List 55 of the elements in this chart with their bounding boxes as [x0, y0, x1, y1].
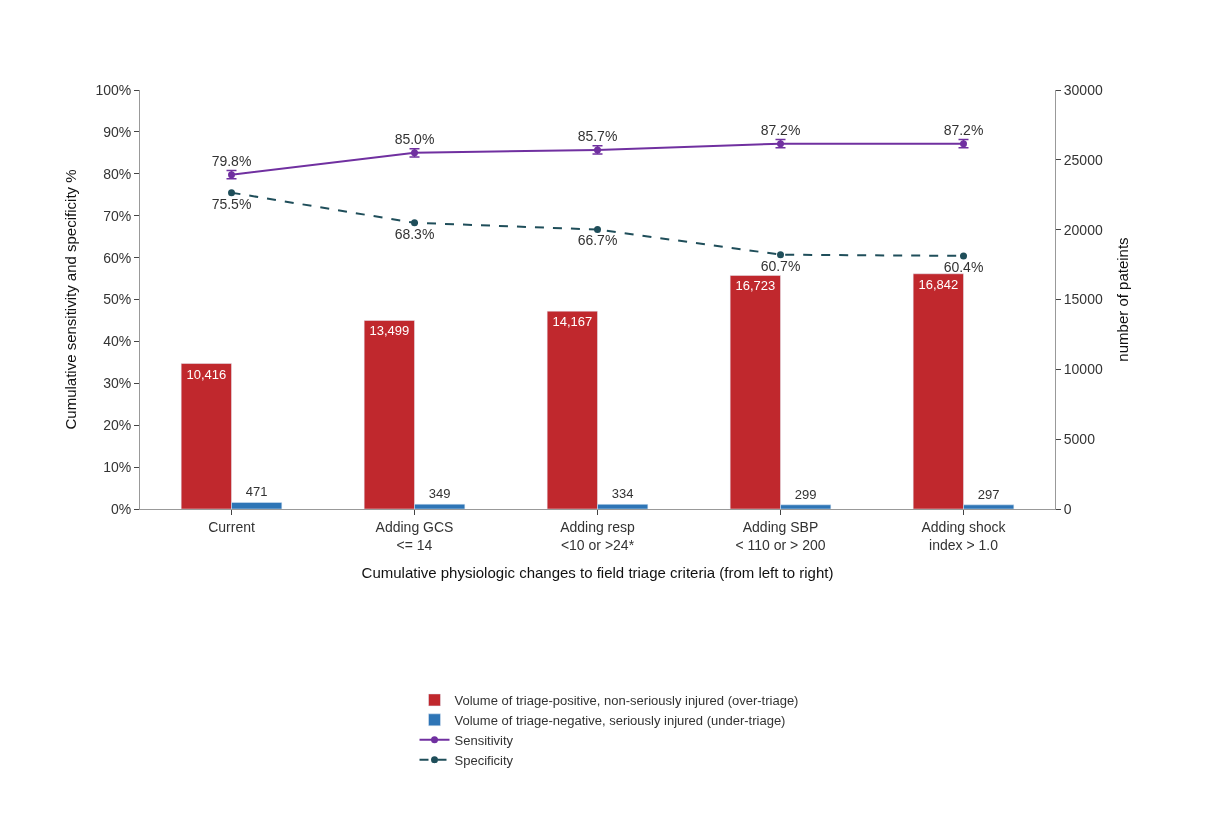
data-label: 14,167 — [552, 314, 593, 330]
y-tick-label: 10% — [103, 459, 132, 475]
point — [228, 189, 235, 197]
legend-label: Volume of triage-positive, non-seriously injured (over-triage) — [454, 693, 799, 708]
y-tick-label: 0% — [110, 500, 132, 517]
point — [411, 219, 418, 227]
y-tick-label: 80% — [103, 165, 132, 182]
y2-tick-label: 30000 — [1063, 81, 1103, 98]
data-label: 60.7% — [760, 257, 801, 274]
data-label: 68.3% — [394, 225, 435, 242]
data-label: 79.8% — [211, 152, 252, 169]
y-tick-label: 70% — [103, 207, 132, 224]
data-label: 471 — [245, 484, 268, 500]
y-tick-label: 50% — [103, 291, 132, 308]
data-label: 87.2% — [943, 121, 984, 138]
y2-tick-label: 5000 — [1063, 431, 1096, 448]
x-tick-label: Adding shock index > 1.0 — [921, 518, 1007, 553]
data-label: 16,842 — [918, 276, 959, 292]
legend-label: Volume of triage-negative, seriously injured (under-triage) — [454, 712, 786, 728]
data-label: 85.7% — [577, 128, 618, 145]
data-label: 87.2% — [760, 121, 801, 138]
y-tick-label: 40% — [103, 333, 132, 350]
legend-label: Sensitivity — [454, 732, 514, 748]
data-label: 16,723 — [735, 278, 776, 294]
y-tick-label: 100% — [95, 81, 132, 98]
data-label: 60.4% — [943, 258, 984, 275]
data-label: 334 — [611, 486, 634, 502]
x-tick-label: Adding GCS <= 14 — [375, 518, 454, 553]
y-tick-label: 90% — [103, 123, 132, 140]
y2-tick-label: 25000 — [1063, 151, 1103, 168]
data-label: 13,499 — [369, 323, 410, 339]
x-tick-label: Adding SBP < 110 or > 200 — [735, 518, 826, 553]
data-label: 66.7% — [577, 232, 618, 249]
y-tick-label: 60% — [103, 249, 132, 266]
x-tick-label: Current — [208, 518, 255, 535]
data-label: 10,416 — [186, 366, 227, 382]
legend-label: Specificity — [454, 752, 514, 768]
point — [777, 251, 784, 259]
y2-tick-label: 0 — [1063, 500, 1072, 517]
data-label: 75.5% — [211, 195, 252, 212]
x-tick-label: Adding resp <10 or >24* — [560, 518, 636, 553]
y-tick-label: 30% — [103, 375, 132, 392]
y-tick-label: 20% — [103, 417, 132, 434]
point — [594, 226, 601, 234]
y2-tick-label: 15000 — [1063, 291, 1103, 308]
point — [960, 252, 967, 260]
data-label: 299 — [794, 486, 817, 502]
y2-axis-title: number of pateints — [1113, 237, 1131, 362]
x-axis-title: Cumulative physiologic changes to field triage criteria (from left to right) — [361, 564, 834, 581]
data-label: 297 — [977, 486, 1000, 502]
y2-tick-label: 10000 — [1063, 361, 1103, 378]
y2-tick-label: 20000 — [1063, 221, 1103, 238]
data-label: 85.0% — [394, 130, 435, 147]
data-label: 349 — [428, 486, 451, 502]
y-axis-title: Cumulative sensitivity and specificity % — [61, 169, 79, 430]
